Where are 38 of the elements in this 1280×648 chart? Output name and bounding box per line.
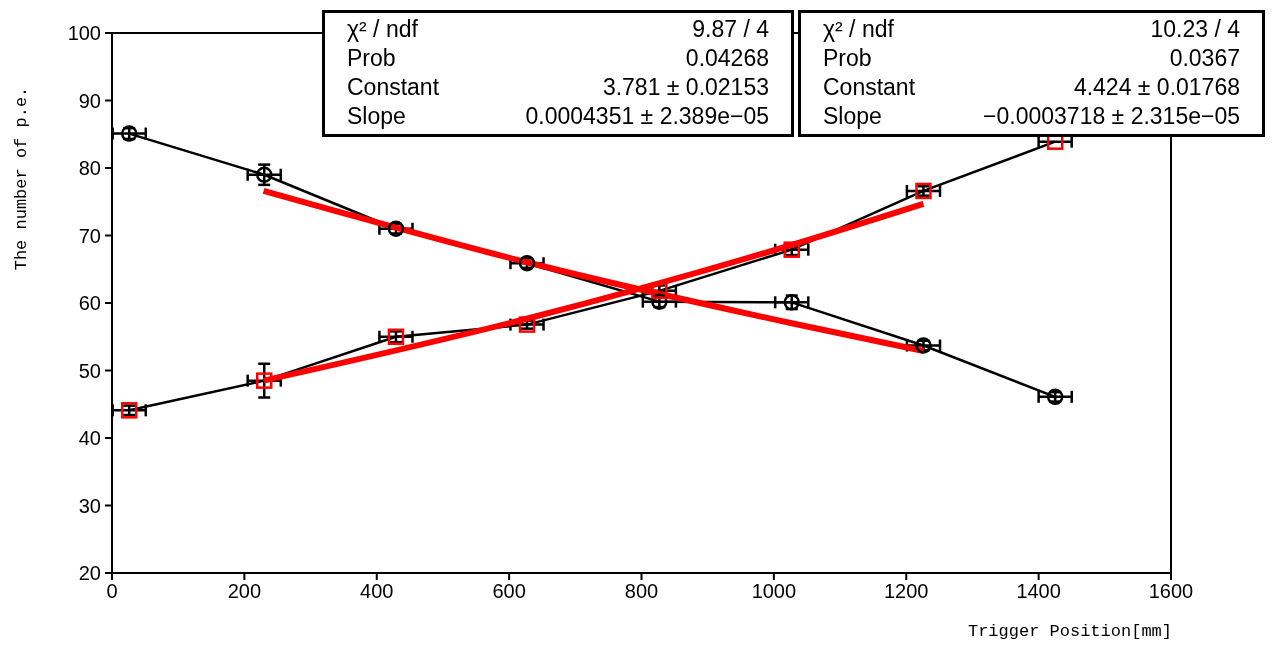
y-tick-label: 50 bbox=[78, 359, 101, 382]
y-tick-label: 60 bbox=[78, 292, 101, 315]
annotation: 9.87 / 4 bbox=[692, 15, 769, 44]
y-tick-label: 40 bbox=[78, 427, 101, 450]
annotation: Slope bbox=[347, 102, 406, 131]
y-axis-title: The number of p.e. bbox=[12, 86, 32, 270]
annotation: 0.0004351 ± 2.389e−05 bbox=[525, 102, 769, 131]
annotation: 3.781 ± 0.02153 bbox=[602, 73, 769, 102]
x-tick-label: 600 bbox=[492, 580, 526, 603]
annotation: 0.0367 bbox=[1169, 44, 1240, 73]
annotation: χ² / ndf bbox=[823, 15, 894, 44]
annotation: Constant bbox=[823, 73, 916, 102]
annotation: 0.04268 bbox=[685, 44, 769, 73]
y-tick-label: 80 bbox=[78, 157, 101, 180]
y-tick-label: 20 bbox=[78, 562, 101, 585]
annotation: −0.0003718 ± 2.315e−05 bbox=[983, 102, 1240, 131]
y-tick-label: 100 bbox=[67, 22, 101, 45]
point bbox=[255, 166, 273, 183]
x-tick-label: 1200 bbox=[884, 580, 929, 603]
annotation: χ² / ndf bbox=[347, 15, 418, 44]
x-tick-label: 1400 bbox=[1016, 580, 1061, 603]
y-tick-label: 30 bbox=[78, 494, 101, 517]
annotation: Prob bbox=[347, 44, 396, 73]
x-tick-label: 200 bbox=[227, 580, 262, 603]
annotation: Constant bbox=[347, 73, 440, 102]
y-tick-label: 90 bbox=[78, 89, 101, 112]
y-tick-label: 70 bbox=[78, 224, 101, 247]
annotation: 4.424 ± 0.01768 bbox=[1073, 73, 1240, 102]
x-tick-label: 1600 bbox=[1148, 580, 1194, 603]
point bbox=[255, 372, 273, 389]
x-tick-label: 800 bbox=[624, 580, 659, 603]
annotation: Prob bbox=[823, 44, 872, 73]
annotation: Slope bbox=[823, 102, 882, 131]
x-tick-label: 1000 bbox=[751, 580, 797, 603]
x-axis-title: Trigger Position[mm] bbox=[967, 622, 1172, 641]
x-tick-label: 0 bbox=[106, 580, 118, 603]
annotation: 10.23 / 4 bbox=[1150, 15, 1240, 44]
x-tick-label: 400 bbox=[360, 580, 394, 603]
